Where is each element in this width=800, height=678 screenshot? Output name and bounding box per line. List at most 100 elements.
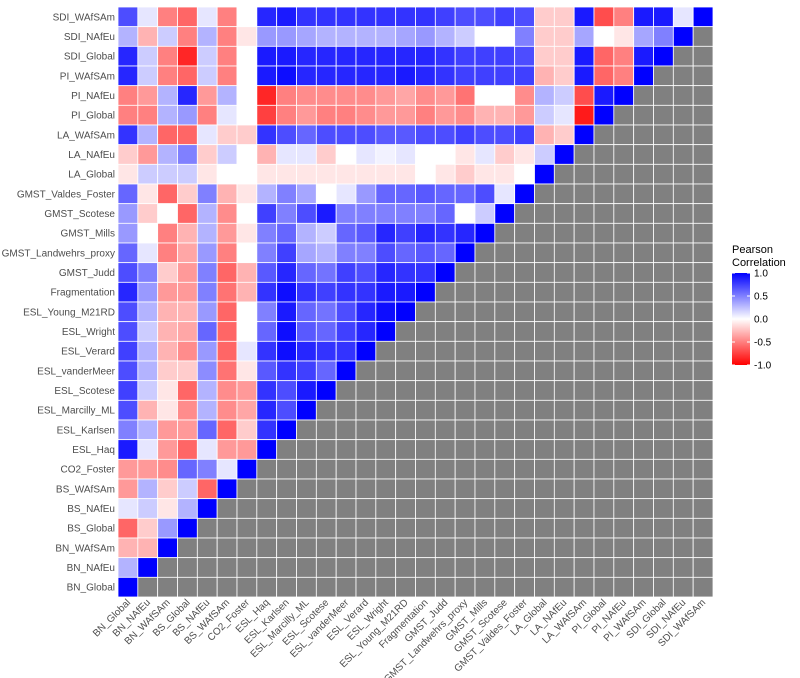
heatmap-cell-GMST_Scotese-GMST_Mills	[474, 203, 496, 224]
heatmap-cell-Fragmentation-ESL_Karlsen	[276, 281, 297, 303]
heatmap-cell-ESL_Wright-ESL_Scotese	[315, 321, 337, 342]
heatmap-cell-PI_NAfEu-BS_Global	[177, 85, 198, 106]
heatmap-cell-ESL_Haq-BS_WAfSAm	[216, 439, 238, 460]
heatmap-cell-ESL_Haq-LA_Global	[534, 439, 555, 460]
heatmap-cell-BN_WAfSAm-PI_Global	[593, 537, 615, 559]
heatmap-cell-BN_WAfSAm-CO2_Foster	[236, 537, 258, 559]
heatmap-cell-GMST_Judd-CO2_Foster	[236, 262, 258, 283]
heatmap-cell-ESL_Marcilly_ML-GMST_Mills	[474, 399, 496, 421]
heatmap-cell-ESL_Marcilly_ML-ESL_Wright	[375, 399, 397, 421]
heatmap-cell-GMST_Valdes_Foster-ESL_Karlsen	[276, 183, 297, 205]
heatmap-cell-BN_NAfEu-SDI_NAfEu	[672, 557, 694, 578]
heatmap-cell-BN_Global-BN_WAfSAm	[157, 576, 178, 598]
legend-ticks: 1.0 0.5 0.0 -0.5 -1.0	[732, 269, 772, 372]
heatmap-cell-PI_NAfEu-ESL_vanderMeer	[335, 85, 357, 106]
heatmap-cell-SDI_Global-GMST_Mills	[474, 45, 496, 67]
heatmap-cell-CO2_Foster-LA_WAfSAm	[573, 458, 595, 480]
heatmap-cell-GMST_Mills-ESL_Wright	[375, 222, 397, 244]
heatmap-cell-GMST_Landwehrs_proxy-BS_NAfEu	[196, 242, 218, 264]
heatmap-cell-ESL_Wright-GMST_Judd	[434, 321, 456, 342]
heatmap-cell-BN_Global-PI_NAfEu	[613, 576, 635, 598]
heatmap-cell-ESL_Young_M21RD-ESL_vanderMeer	[335, 301, 357, 323]
heatmap-cell-BN_Global-ESL_Marcilly_ML	[296, 576, 317, 598]
heatmap-cell-ESL_Marcilly_ML-ESL_Young_M21RD	[395, 399, 416, 421]
heatmap-cell-BN_WAfSAm-BN_WAfSAm	[157, 537, 178, 559]
y-tick-label: ESL_Haq	[72, 445, 115, 456]
heatmap-cell-PI_WAfSAm-SDI_Global	[653, 65, 674, 87]
y-tick-label: SDI_Global	[64, 52, 115, 63]
heatmap-cell-PI_NAfEu-LA_NAfEu	[553, 85, 575, 106]
heatmap-cell-Fragmentation-GMST_Landwehrs_proxy	[454, 281, 476, 303]
heatmap-cell-GMST_Mills-ESL_Karlsen	[276, 222, 297, 244]
heatmap-cell-PI_NAfEu-BN_NAfEu	[137, 85, 159, 106]
y-tick-label: ESL_Marcilly_ML	[37, 406, 115, 417]
heatmap-cell-ESL_Karlsen-ESL_Karlsen	[276, 419, 297, 441]
heatmap-cell-PI_WAfSAm-ESL_Wright	[375, 65, 397, 87]
heatmap-cell-ESL_Scotese-Fragmentation	[415, 380, 436, 401]
heatmap-cell-ESL_vanderMeer-GMST_Mills	[474, 360, 496, 382]
heatmap-cell-BS_NAfEu-ESL_Haq	[256, 498, 278, 519]
heatmap-cell-GMST_Judd-PI_Global	[593, 262, 615, 283]
heatmap-cell-GMST_Mills-BN_NAfEu	[137, 222, 159, 244]
heatmap-cell-Fragmentation-BS_NAfEu	[196, 281, 218, 303]
heatmap-cell-SDI_Global-ESL_vanderMeer	[335, 45, 357, 67]
heatmap-cell-ESL_Verard-BS_WAfSAm	[216, 340, 238, 362]
heatmap-cell-PI_Global-PI_WAfSAm	[633, 104, 654, 126]
heatmap-cell-PI_NAfEu-GMST_Mills	[474, 85, 496, 106]
heatmap-cell-SDI_Global-ESL_Verard	[355, 45, 377, 67]
heatmap-cell-BN_WAfSAm-GMST_Landwehrs_proxy	[454, 537, 476, 559]
heatmap-cell-BN_NAfEu-GMST_Mills	[474, 557, 496, 578]
heatmap-cell-SDI_WAfSAm-ESL_Verard	[355, 6, 377, 28]
heatmap-cell-SDI_Global-ESL_Scotese	[315, 45, 337, 67]
heatmap-cell-PI_Global-Fragmentation	[415, 104, 436, 126]
heatmap-cell-ESL_Haq-BS_Global	[177, 439, 198, 460]
heatmap-cell-PI_WAfSAm-GMST_Valdes_Foster	[514, 65, 535, 87]
heatmap-cell-BN_WAfSAm-ESL_Scotese	[315, 537, 337, 559]
heatmap-cell-GMST_Judd-LA_Global	[534, 262, 555, 283]
heatmap-cell-BN_WAfSAm-LA_NAfEu	[553, 537, 575, 559]
heatmap-cell-ESL_Verard-Fragmentation	[415, 340, 436, 362]
heatmap-cell-LA_WAfSAm-ESL_Marcilly_ML	[296, 124, 317, 146]
heatmap-cell-GMST_Landwehrs_proxy-CO2_Foster	[236, 242, 258, 264]
heatmap-cell-ESL_Haq-BN_Global	[117, 439, 139, 460]
heatmap-cell-PI_NAfEu-GMST_Valdes_Foster	[514, 85, 535, 106]
heatmap-cell-ESL_Marcilly_ML-LA_Global	[534, 399, 555, 421]
heatmap-cell-ESL_Verard-BS_NAfEu	[196, 340, 218, 362]
heatmap-cell-ESL_Scotese-PI_WAfSAm	[633, 380, 654, 401]
heatmap-cell-GMST_Valdes_Foster-GMST_Mills	[474, 183, 496, 205]
heatmap-cell-GMST_Mills-PI_NAfEu	[613, 222, 635, 244]
heatmap-cell-GMST_Landwehrs_proxy-PI_NAfEu	[613, 242, 635, 264]
heatmap-cell-BS_Global-ESL_Haq	[256, 517, 278, 539]
heatmap-cell-SDI_NAfEu-ESL_Scotese	[315, 26, 337, 47]
y-tick-label: ESL_Scotese	[54, 386, 115, 397]
heatmap-cell-ESL_Young_M21RD-GMST_Landwehrs_proxy	[454, 301, 476, 323]
heatmap-cell-ESL_Marcilly_ML-GMST_Judd	[434, 399, 456, 421]
heatmap-cell-ESL_Scotese-ESL_Marcilly_ML	[296, 380, 317, 401]
x-axis-labels: BN_GlobalBN_NAfEuBN_WAfSAmBS_GlobalBS_NA…	[91, 597, 708, 678]
heatmap-cell-PI_Global-GMST_Landwehrs_proxy	[454, 104, 476, 126]
heatmap-cell-ESL_vanderMeer-SDI_NAfEu	[672, 360, 694, 382]
heatmap-cell-SDI_WAfSAm-Fragmentation	[415, 6, 436, 28]
heatmap-cell-ESL_vanderMeer-BN_NAfEu	[137, 360, 159, 382]
heatmap-cell-ESL_Haq-ESL_vanderMeer	[335, 439, 357, 460]
heatmap-cell-LA_WAfSAm-ESL_vanderMeer	[335, 124, 357, 146]
heatmap-cell-LA_Global-PI_NAfEu	[613, 163, 635, 185]
heatmap-cell-SDI_WAfSAm-BS_WAfSAm	[216, 6, 238, 28]
heatmap-cell-ESL_Karlsen-ESL_Wright	[375, 419, 397, 441]
heatmap-cell-Fragmentation-LA_Global	[534, 281, 555, 303]
heatmap-cell-GMST_Mills-LA_Global	[534, 222, 555, 244]
heatmap-cell-LA_NAfEu-BN_WAfSAm	[157, 144, 178, 165]
heatmap-cell-GMST_Scotese-ESL_Verard	[355, 203, 377, 224]
heatmap-cell-PI_Global-BS_Global	[177, 104, 198, 126]
heatmap-cell-ESL_Wright-BS_WAfSAm	[216, 321, 238, 342]
heatmap-cell-LA_WAfSAm-PI_WAfSAm	[633, 124, 654, 146]
heatmap-cell-BS_Global-PI_WAfSAm	[633, 517, 654, 539]
heatmap-cell-ESL_Young_M21RD-BN_WAfSAm	[157, 301, 178, 323]
heatmap-cell-GMST_Mills-GMST_Landwehrs_proxy	[454, 222, 476, 244]
heatmap-cell-ESL_Scotese-ESL_Wright	[375, 380, 397, 401]
heatmap-cell-PI_WAfSAm-SDI_NAfEu	[672, 65, 694, 87]
heatmap-cell-GMST_Judd-LA_WAfSAm	[573, 262, 595, 283]
heatmap-cell-GMST_Landwehrs_proxy-GMST_Scotese	[494, 242, 516, 264]
heatmap-cell-LA_Global-PI_WAfSAm	[633, 163, 654, 185]
heatmap-cell-LA_NAfEu-CO2_Foster	[236, 144, 258, 165]
